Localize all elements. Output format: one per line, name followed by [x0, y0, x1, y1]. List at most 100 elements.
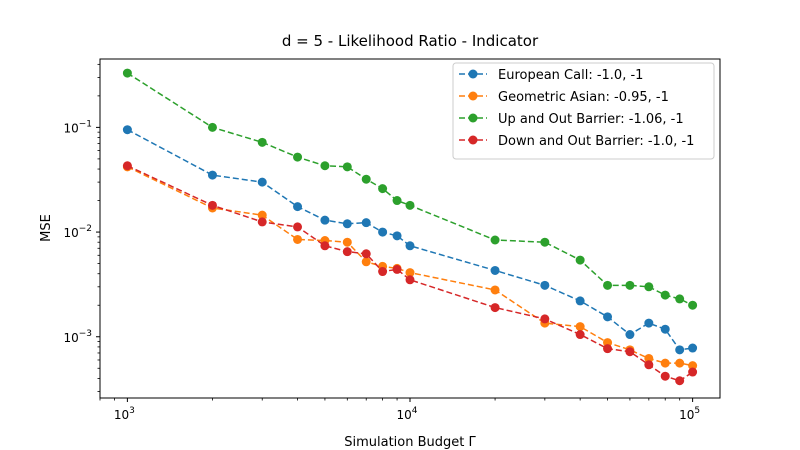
data-point [688, 367, 698, 377]
data-point [625, 347, 635, 357]
data-point [207, 200, 217, 210]
data-point [207, 170, 217, 180]
legend-label: Down and Out Barrier: -1.0, -1 [498, 134, 694, 149]
x-axis-label: Simulation Budget Γ [344, 435, 476, 450]
data-point [660, 358, 670, 368]
series-1 [122, 125, 698, 355]
data-point [490, 285, 500, 295]
series-3 [122, 68, 698, 310]
data-point [257, 217, 267, 227]
data-point [644, 353, 654, 363]
data-point [122, 125, 132, 135]
data-point [320, 241, 330, 251]
data-point [405, 268, 415, 278]
y-tick-label: 10−2 [63, 224, 92, 240]
data-point [342, 219, 352, 229]
legend-label: European Call: -1.0, -1 [498, 68, 643, 83]
data-point [293, 234, 303, 244]
data-point [361, 218, 371, 228]
data-point [320, 161, 330, 171]
data-point [660, 371, 670, 381]
data-point [378, 267, 388, 277]
x-tick-label: 105 [679, 406, 700, 422]
data-point [342, 247, 352, 257]
data-point [540, 280, 550, 290]
data-point [257, 137, 267, 147]
data-point [644, 282, 654, 292]
data-point [603, 344, 613, 354]
data-point [490, 303, 500, 313]
data-point [660, 324, 670, 334]
data-point [688, 361, 698, 371]
legend-label: Up and Out Barrier: -1.06, -1 [498, 112, 684, 127]
data-point [342, 237, 352, 247]
data-point [490, 265, 500, 275]
data-point [675, 358, 685, 368]
data-point [122, 68, 132, 78]
data-point [625, 330, 635, 340]
data-point [688, 343, 698, 353]
data-point [257, 210, 267, 220]
data-point [392, 231, 402, 241]
legend: European Call: -1.0, -1 Geometric Asian: … [452, 62, 715, 160]
legend-marker [468, 69, 478, 79]
data-point [575, 322, 585, 332]
series-2 [122, 162, 698, 371]
legend-marker [468, 113, 478, 123]
data-point [207, 122, 217, 132]
data-point [575, 296, 585, 306]
data-point [644, 360, 654, 370]
legend-marker [468, 135, 478, 145]
series-layer [122, 68, 698, 386]
data-point [361, 249, 371, 259]
data-point [675, 294, 685, 304]
legend-box [452, 62, 715, 160]
data-point [361, 257, 371, 267]
x-axis: 103 104 105 [99, 398, 700, 422]
data-point [603, 312, 613, 322]
data-point [257, 177, 267, 187]
y-axis-label: MSE [39, 214, 54, 242]
data-point [540, 237, 550, 247]
data-point [342, 162, 352, 172]
chart-title: d = 5 - Likelihood Ratio - Indicator [282, 32, 539, 50]
legend-entry: Down and Out Barrier: -1.0, -1 [459, 134, 694, 149]
data-point [405, 200, 415, 210]
data-point [378, 184, 388, 194]
x-tick-label: 103 [114, 406, 135, 422]
data-point [392, 264, 402, 274]
legend-entry: European Call: -1.0, -1 [459, 68, 643, 83]
y-axis: 10−3 10−2 10−1 [63, 63, 100, 392]
data-point [405, 241, 415, 251]
data-point [293, 222, 303, 232]
y-tick-label: 10−3 [63, 329, 92, 345]
data-point [603, 280, 613, 290]
data-point [660, 290, 670, 300]
data-point [122, 161, 132, 171]
legend-marker [468, 91, 478, 101]
x-tick-label: 104 [396, 406, 417, 422]
data-point [320, 215, 330, 225]
data-point [405, 275, 415, 285]
data-point [361, 174, 371, 184]
series-4 [122, 161, 698, 386]
y-tick-label: 10−1 [63, 119, 92, 135]
data-point [644, 318, 654, 328]
data-point [575, 330, 585, 340]
legend-entry: Geometric Asian: -0.95, -1 [459, 90, 669, 105]
data-point [625, 280, 635, 290]
data-point [293, 152, 303, 162]
data-point [392, 196, 402, 206]
data-point [575, 255, 585, 265]
data-point [293, 202, 303, 212]
data-point [378, 227, 388, 237]
data-point [540, 314, 550, 324]
legend-entry: Up and Out Barrier: -1.06, -1 [459, 112, 684, 127]
data-point [688, 300, 698, 310]
legend-label: Geometric Asian: -0.95, -1 [498, 90, 669, 105]
data-point [675, 345, 685, 355]
data-point [675, 376, 685, 386]
data-point [490, 235, 500, 245]
series-line [127, 166, 693, 367]
